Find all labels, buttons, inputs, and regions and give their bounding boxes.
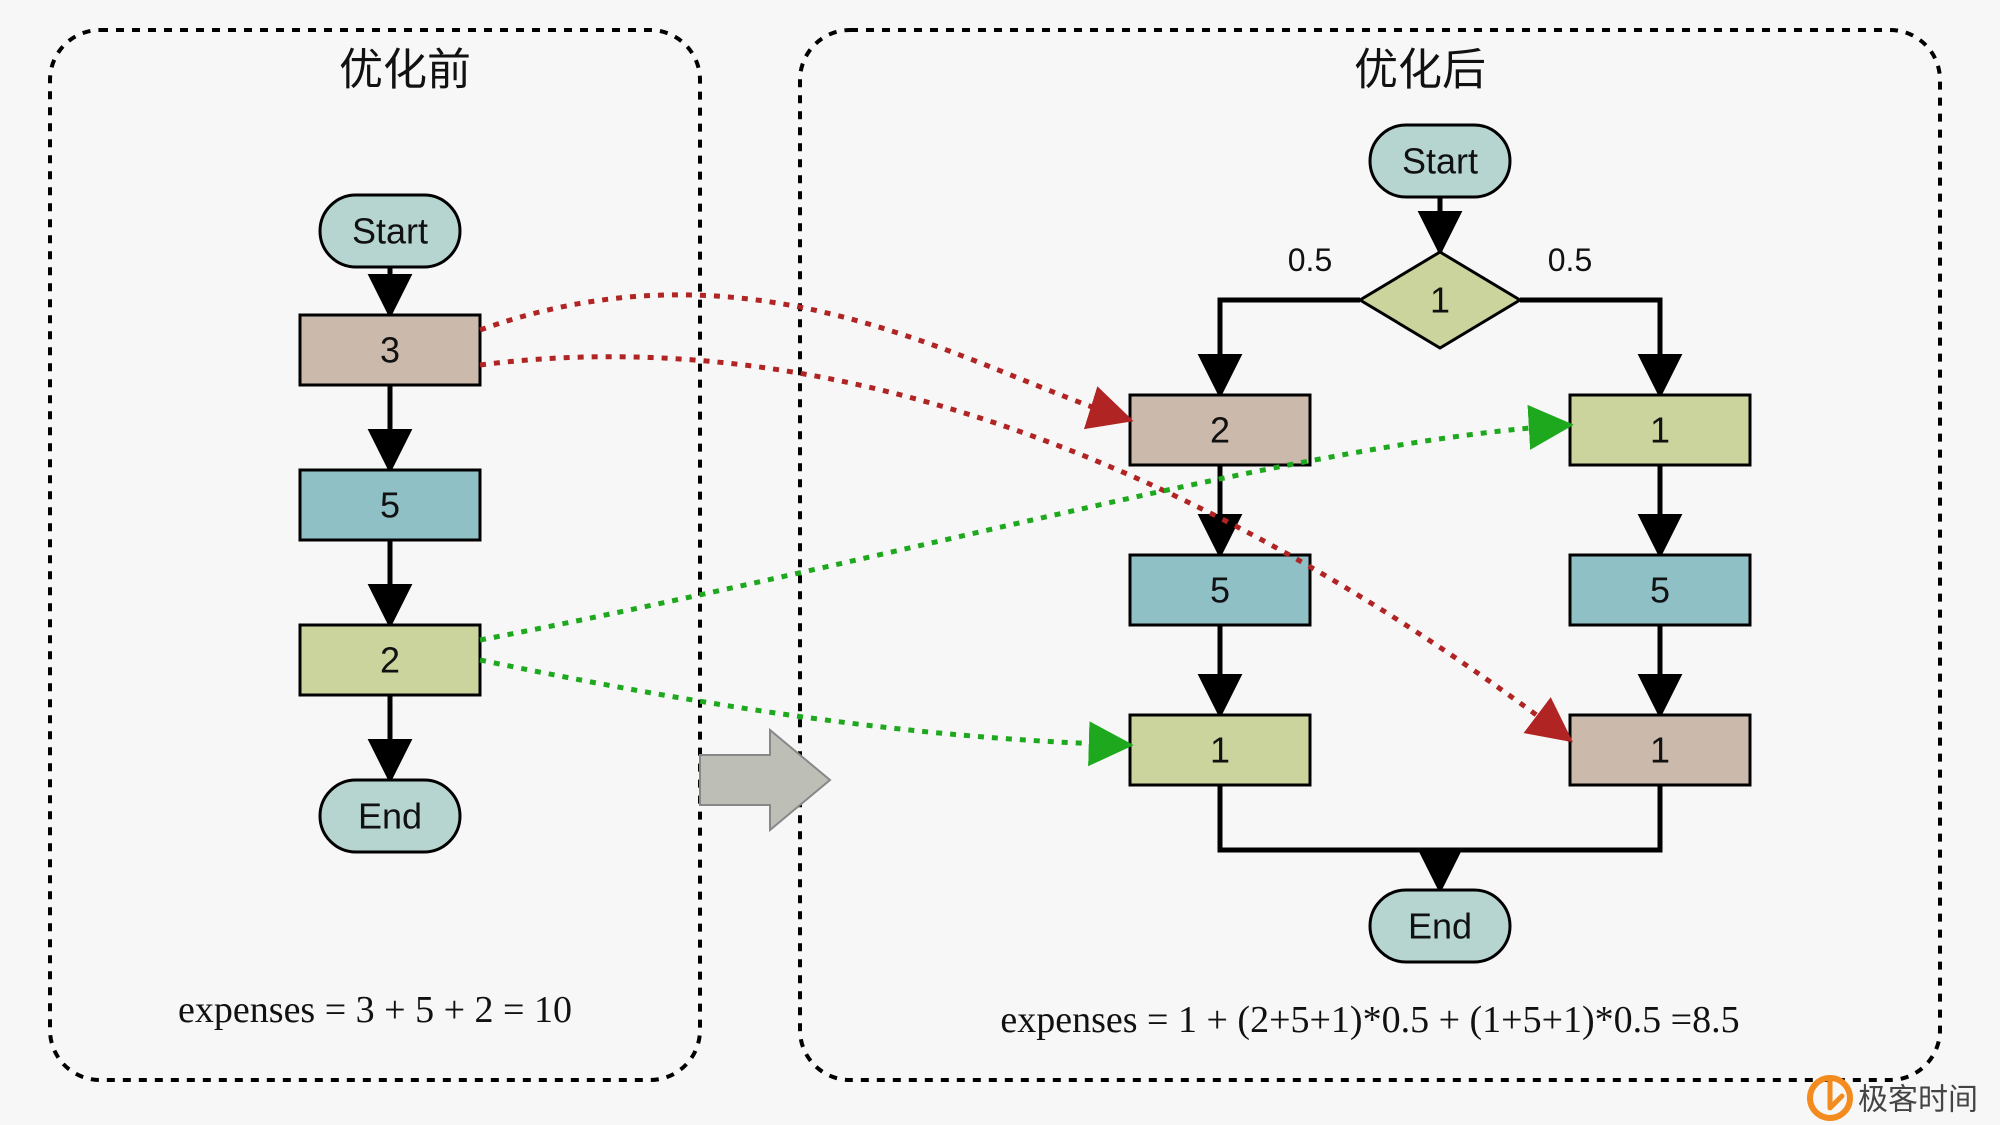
node-diamond: 1	[1360, 252, 1520, 348]
node-end-right: End	[1370, 890, 1510, 962]
edge-left-merge	[1220, 785, 1440, 890]
node-label: 5	[380, 485, 400, 526]
edge-diamond-left	[1220, 300, 1360, 395]
node-l5: 5	[1130, 555, 1310, 625]
map-2-to-l1	[480, 660, 1130, 745]
big-arrow-icon	[700, 730, 830, 830]
node-label: 1	[1650, 730, 1670, 771]
node-label: 1	[1430, 280, 1450, 321]
node-l1: 1	[1130, 715, 1310, 785]
node-label: 2	[1210, 410, 1230, 451]
node-r5: 5	[1570, 555, 1750, 625]
title-after: 优化后	[1354, 46, 1486, 95]
map-2-to-r1	[480, 425, 1570, 640]
brand-text: 极客时间	[1858, 1084, 1978, 1117]
brand-logo	[1810, 1078, 1850, 1118]
node-label: 5	[1210, 570, 1230, 611]
node-5-left: 5	[300, 470, 480, 540]
node-label: Start	[352, 211, 428, 252]
prob-left: 0.5	[1288, 242, 1332, 278]
node-start-right: Start	[1370, 125, 1510, 197]
node-label: End	[358, 796, 422, 837]
node-label: 1	[1210, 730, 1230, 771]
node-l2: 2	[1130, 395, 1310, 465]
node-r1: 1	[1570, 395, 1750, 465]
map-3-to-r1b	[480, 357, 1570, 740]
node-r1b: 1	[1570, 715, 1750, 785]
prob-right: 0.5	[1548, 242, 1592, 278]
node-label: 3	[380, 330, 400, 371]
panel-before	[50, 30, 700, 1080]
edge-right-merge	[1440, 785, 1660, 850]
node-label: 1	[1650, 410, 1670, 451]
node-label: 5	[1650, 570, 1670, 611]
node-2-left: 2	[300, 625, 480, 695]
node-start-left: Start	[320, 195, 460, 267]
map-3-to-l2	[480, 295, 1130, 420]
edge-diamond-right	[1520, 300, 1660, 395]
node-3-left: 3	[300, 315, 480, 385]
formula-before: expenses = 3 + 5 + 2 = 10	[178, 989, 572, 1031]
formula-after: expenses = 1 + (2+5+1)*0.5 + (1+5+1)*0.5…	[1000, 999, 1739, 1041]
diagram-canvas: 优化前 优化后 Start 3 5 2 End expenses = 3 + 5…	[0, 0, 2000, 1125]
node-label: Start	[1402, 141, 1478, 182]
node-label: End	[1408, 906, 1472, 947]
node-end-left: End	[320, 780, 460, 852]
node-label: 2	[380, 640, 400, 681]
title-before: 优化前	[339, 46, 471, 95]
